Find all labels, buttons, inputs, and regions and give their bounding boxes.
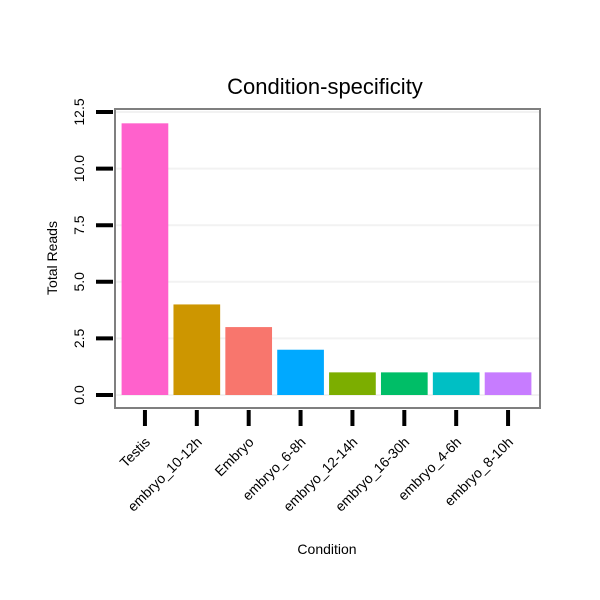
bar <box>277 349 324 395</box>
x-tick-label: Embryo <box>211 434 257 480</box>
y-axis-ticks: 0.0 2.5 5.0 7.5 10.0 12.5 <box>71 98 113 405</box>
y-tick-label: 0.0 <box>71 385 87 405</box>
bar <box>432 372 480 395</box>
bar <box>380 372 428 395</box>
bar <box>225 327 273 395</box>
x-tick-label: Testis <box>116 434 153 471</box>
y-tick-label: 10.0 <box>71 155 87 182</box>
y-tick-label: 2.5 <box>71 328 87 348</box>
bar <box>329 372 376 395</box>
bars <box>121 123 532 395</box>
y-axis-label: Total Reads <box>44 221 60 295</box>
bar <box>484 372 532 395</box>
plot-panel-border <box>114 108 541 409</box>
bar <box>173 304 221 395</box>
y-tick-label: 5.0 <box>71 272 87 292</box>
y-tick-label: 7.5 <box>71 215 87 235</box>
x-axis-label: Condition <box>297 541 356 557</box>
y-tick-label: 12.5 <box>71 98 87 125</box>
bar <box>121 123 169 395</box>
chart-title: Condition-specificity <box>227 74 423 99</box>
